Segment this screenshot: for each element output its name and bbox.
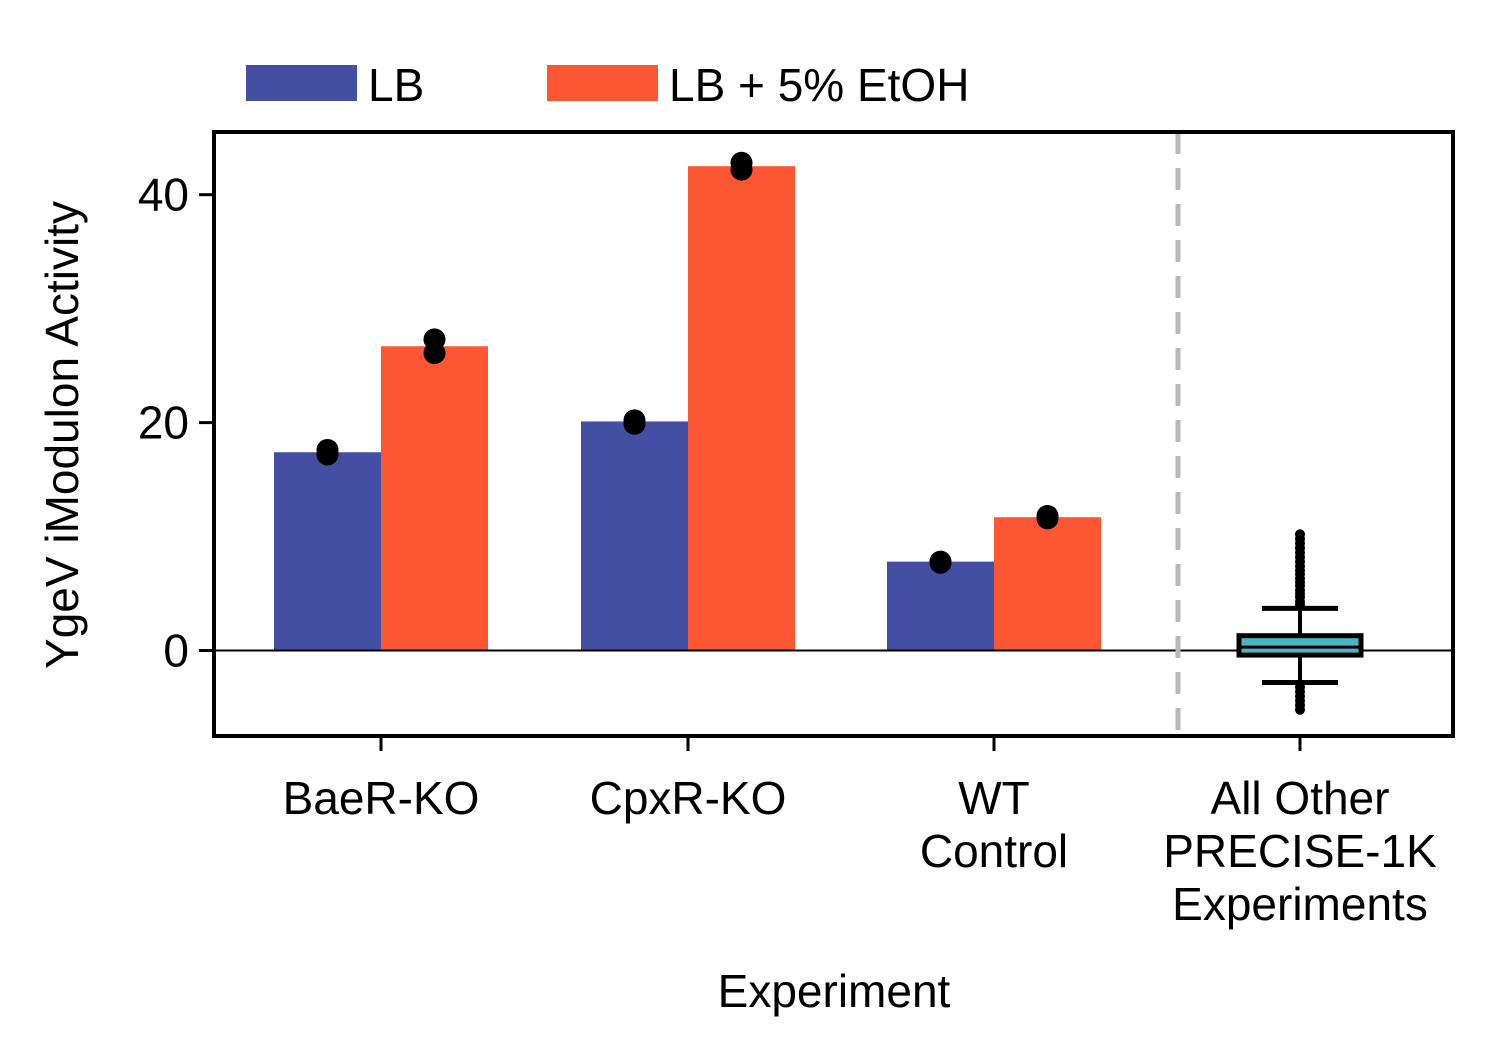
plot-area	[214, 132, 1453, 736]
legend-swatch-lb	[246, 65, 357, 101]
y-tick-label-20: 20	[138, 397, 189, 449]
boxplot-outlier-17	[1295, 529, 1305, 540]
legend-label-lb: LB	[368, 59, 424, 111]
data-point-baer-ko-lb-5-etoh-1	[423, 328, 446, 351]
bar-wt-control-lb	[887, 561, 994, 651]
boxplot-box	[1236, 633, 1364, 658]
x-tick-label-cpxr-ko: CpxR-KO	[590, 772, 787, 824]
y-tick-label-40: 40	[138, 169, 189, 221]
x-tick-label-wt-control: WT Control	[920, 772, 1068, 877]
x-tick-label-baer-ko: BaeR-KO	[283, 772, 480, 824]
legend-swatch-lb-5-etoh	[547, 65, 658, 101]
data-point-cpxr-ko-lb-1	[623, 409, 646, 432]
bar-cpxr-ko-lb	[581, 421, 688, 651]
data-point-cpxr-ko-lb-5-etoh-1	[730, 151, 753, 174]
bar-baer-ko-lb	[274, 452, 381, 651]
y-tick-label-0: 0	[163, 625, 189, 677]
y-axis-title: YgeV iModulon Activity	[36, 201, 88, 669]
x-axis-title: Experiment	[718, 965, 951, 1017]
data-point-wt-control-lb-1	[929, 550, 952, 573]
axes: 0 20 40 BaeR-KO CpxR-KO WT Control All Other PRE…	[138, 130, 1455, 930]
x-tick-label-all-other-precise-1k-experiments: All Other PRECISE-1K Experiments	[1163, 772, 1437, 930]
legend-label-lb-5-etoh: LB + 5% EtOH	[669, 59, 969, 111]
data-point-baer-ko-lb-1	[316, 438, 339, 461]
plot-frame	[212, 130, 1455, 738]
bar-cpxr-ko-lb-5-etoh	[688, 166, 795, 651]
bar-wt-control-lb-5-etoh	[994, 517, 1101, 651]
boxplot-outlier-23	[1295, 704, 1305, 715]
data-point-wt-control-lb-5-etoh-1	[1036, 505, 1059, 528]
legend: LB LB + 5% EtOH	[246, 59, 969, 111]
bar-baer-ko-lb-5-etoh	[381, 346, 488, 651]
